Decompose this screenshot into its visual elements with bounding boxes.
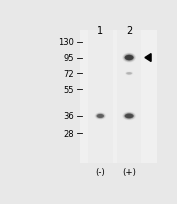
Ellipse shape xyxy=(124,113,135,120)
Ellipse shape xyxy=(123,112,135,120)
Ellipse shape xyxy=(123,54,135,62)
Ellipse shape xyxy=(126,72,132,75)
Ellipse shape xyxy=(126,114,133,119)
Polygon shape xyxy=(145,54,151,62)
Ellipse shape xyxy=(94,113,106,120)
Ellipse shape xyxy=(96,113,105,119)
Ellipse shape xyxy=(98,115,103,118)
Ellipse shape xyxy=(121,53,137,64)
Ellipse shape xyxy=(96,114,104,119)
Ellipse shape xyxy=(123,113,135,120)
Ellipse shape xyxy=(98,115,103,118)
Ellipse shape xyxy=(121,52,137,64)
Bar xyxy=(117,31,141,163)
Text: 95: 95 xyxy=(64,54,74,63)
Ellipse shape xyxy=(95,113,105,120)
Ellipse shape xyxy=(126,73,132,75)
Ellipse shape xyxy=(125,72,133,75)
Ellipse shape xyxy=(125,114,134,119)
Ellipse shape xyxy=(122,53,136,63)
Ellipse shape xyxy=(95,113,106,120)
Ellipse shape xyxy=(95,113,105,120)
Ellipse shape xyxy=(125,114,133,119)
Ellipse shape xyxy=(124,72,134,76)
Bar xyxy=(80,31,157,163)
Ellipse shape xyxy=(122,112,137,121)
Ellipse shape xyxy=(127,73,131,75)
Text: 55: 55 xyxy=(64,85,74,94)
Ellipse shape xyxy=(96,114,104,119)
Ellipse shape xyxy=(124,55,134,62)
Ellipse shape xyxy=(93,112,107,121)
Ellipse shape xyxy=(126,114,132,118)
Ellipse shape xyxy=(122,112,136,121)
Ellipse shape xyxy=(125,72,133,76)
Ellipse shape xyxy=(97,114,104,119)
Text: (+): (+) xyxy=(122,167,136,176)
Ellipse shape xyxy=(126,56,132,60)
Ellipse shape xyxy=(124,54,135,62)
Ellipse shape xyxy=(125,56,134,61)
Ellipse shape xyxy=(123,54,135,63)
Ellipse shape xyxy=(124,72,135,76)
Ellipse shape xyxy=(125,72,133,76)
Text: 28: 28 xyxy=(64,129,74,138)
Ellipse shape xyxy=(126,115,132,118)
Ellipse shape xyxy=(123,54,135,63)
Ellipse shape xyxy=(126,73,132,75)
Text: 130: 130 xyxy=(58,38,74,47)
Ellipse shape xyxy=(127,73,132,75)
Text: 2: 2 xyxy=(126,26,132,36)
Text: 36: 36 xyxy=(64,112,74,121)
Ellipse shape xyxy=(125,55,133,61)
Ellipse shape xyxy=(124,113,134,119)
Ellipse shape xyxy=(126,56,133,61)
Ellipse shape xyxy=(124,72,134,76)
Ellipse shape xyxy=(124,72,134,76)
Ellipse shape xyxy=(122,112,136,121)
Ellipse shape xyxy=(127,73,131,75)
Ellipse shape xyxy=(127,73,131,75)
Ellipse shape xyxy=(125,114,133,119)
Ellipse shape xyxy=(125,55,133,61)
Ellipse shape xyxy=(122,53,136,63)
Ellipse shape xyxy=(96,114,104,118)
Ellipse shape xyxy=(97,114,103,118)
Ellipse shape xyxy=(123,113,135,120)
Ellipse shape xyxy=(124,113,134,120)
Ellipse shape xyxy=(125,72,133,76)
Ellipse shape xyxy=(125,55,133,61)
Ellipse shape xyxy=(122,53,136,63)
Ellipse shape xyxy=(124,55,134,62)
Ellipse shape xyxy=(97,114,104,119)
Ellipse shape xyxy=(126,73,132,75)
Ellipse shape xyxy=(94,112,107,120)
Ellipse shape xyxy=(98,115,103,118)
Ellipse shape xyxy=(94,112,107,121)
Ellipse shape xyxy=(121,111,137,121)
Ellipse shape xyxy=(125,114,133,119)
Ellipse shape xyxy=(122,53,137,64)
Ellipse shape xyxy=(96,114,105,119)
Bar xyxy=(88,31,113,163)
Ellipse shape xyxy=(125,72,133,76)
Text: (-): (-) xyxy=(95,167,105,176)
Ellipse shape xyxy=(95,113,106,120)
Text: 1: 1 xyxy=(97,26,103,36)
Ellipse shape xyxy=(126,56,132,60)
Ellipse shape xyxy=(122,112,136,121)
Ellipse shape xyxy=(121,111,137,121)
Ellipse shape xyxy=(126,73,132,75)
Text: 72: 72 xyxy=(64,70,74,79)
Ellipse shape xyxy=(124,72,134,76)
